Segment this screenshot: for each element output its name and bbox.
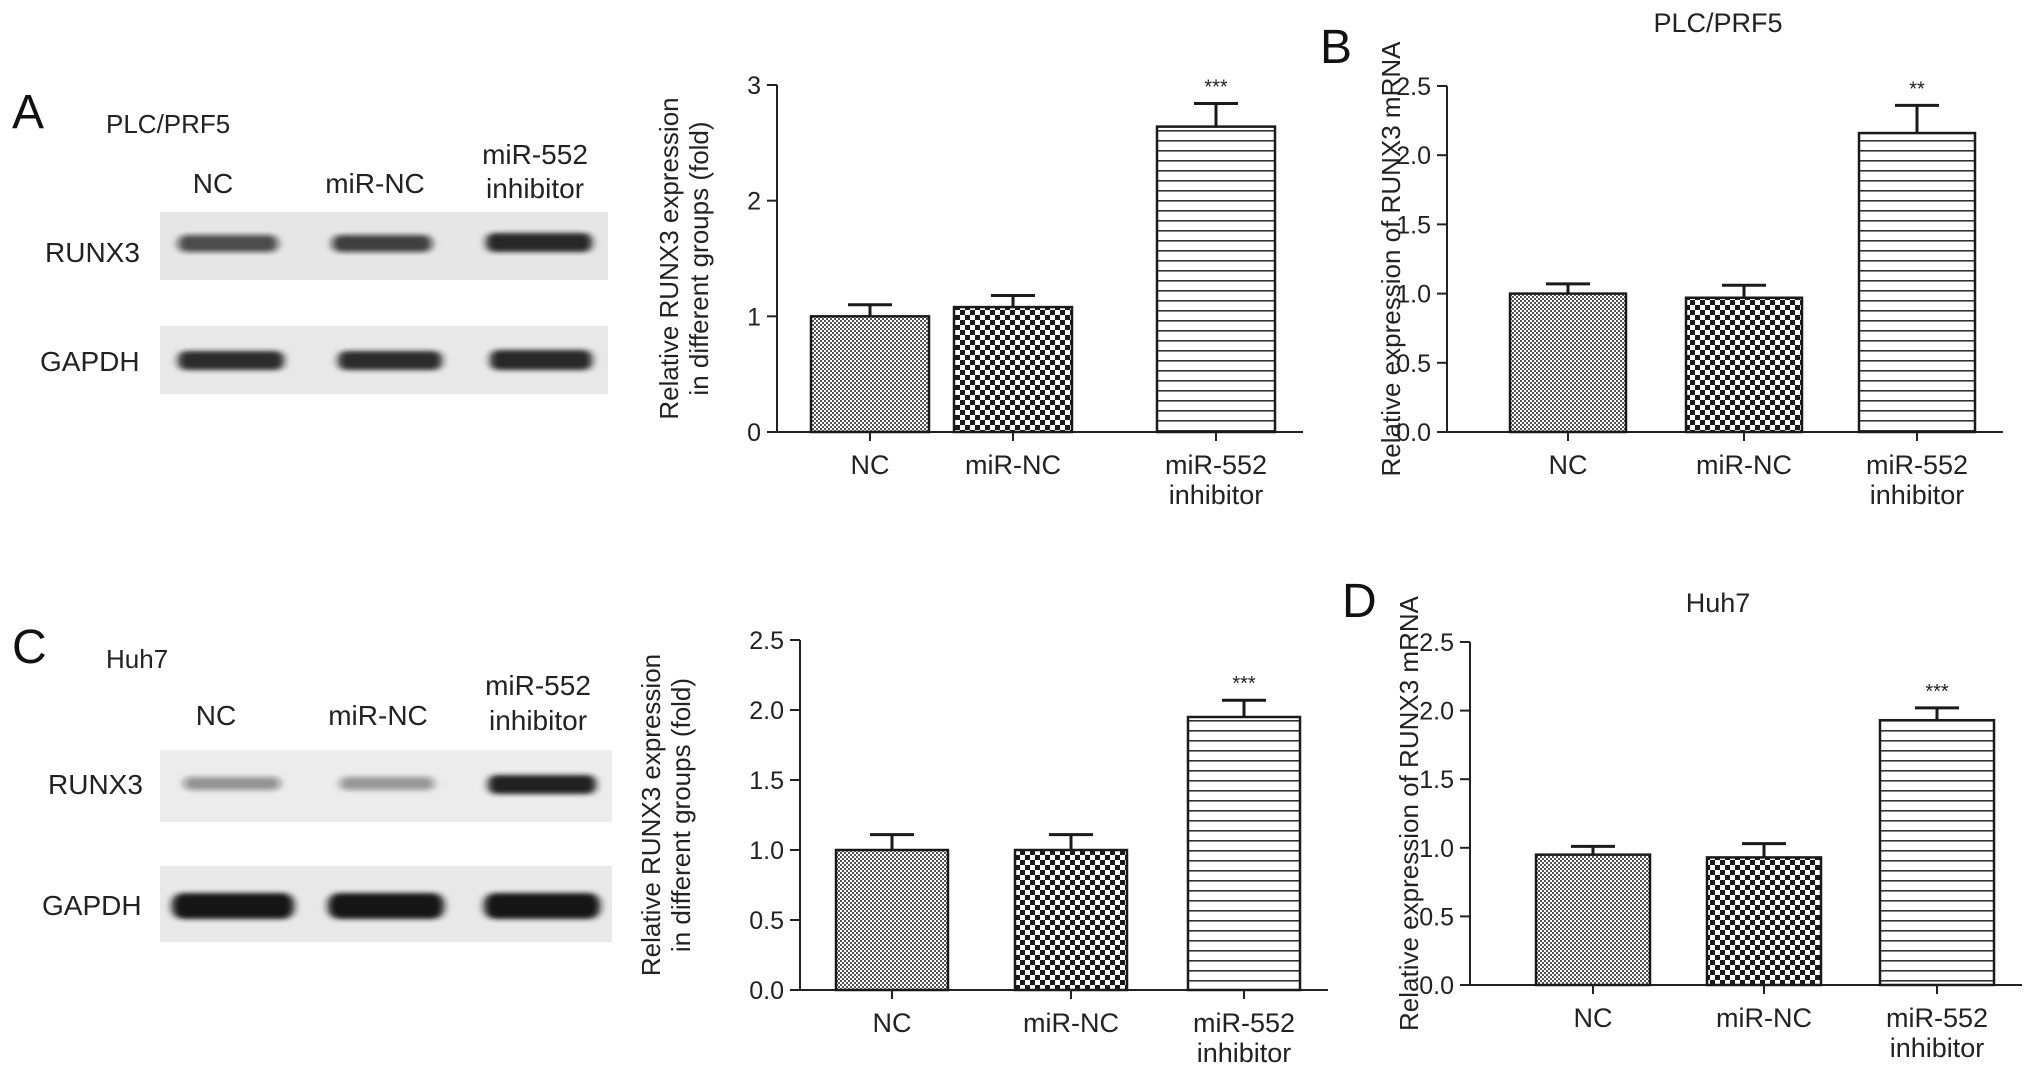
y-tick-label: 1.0 [749,837,784,865]
y-tick-label: 0.5 [1396,350,1431,378]
blot-a-lane-inhibitor-line1: miR-552 [482,139,588,170]
category-label: inhibitor [1169,480,1264,510]
chart-title: Huh7 [1686,588,1751,618]
blot-c-runx3-band-inhibitor [488,775,596,794]
chart-title: PLC/PRF5 [1653,8,1782,38]
blot-c-lane-mir-nc: miR-NC [328,700,428,731]
y-tick-label: 0 [747,419,761,447]
y-axis-title: Relative expression of RUNX3 mRNA [1394,595,1424,1031]
category-label: miR-NC [1023,1008,1119,1038]
category-label: inhibitor [1890,1033,1985,1063]
panel-letter-a: A [12,86,44,139]
y-axis-title: in different groups (fold) [684,121,714,395]
bar-0 [809,315,931,434]
blot-c-runx3-label: RUNX3 [48,769,143,800]
blot-a-lane-nc: NC [193,168,233,199]
bar-1 [1705,856,1823,987]
chart-c-bar: 0.0 0.5 1.0 1.5 2.0 2.5 NC miR-NC *** miR-552inhi… [636,627,1328,1068]
bar-2 [1186,715,1302,992]
category-label: NC [1549,450,1588,480]
blot-a-runx3-label: RUNX3 [45,237,140,268]
blot-c-cell-line: Huh7 [106,644,168,674]
y-tick-label: 1.5 [749,767,784,795]
y-tick-label: 2.0 [1419,698,1454,726]
y-tick-label: 2.5 [749,627,784,655]
chart-b-bar: 0.0 0.5 1.0 1.5 2.0 2.5 NC miR-NC ** miR-552inhib… [1376,8,2003,510]
y-tick-label: 1 [747,303,761,331]
y-tick-label: 0.0 [749,977,784,1005]
bar-2 [1857,131,1977,434]
significance-mark: *** [1204,77,1228,99]
y-tick-label: 3 [747,72,761,100]
panel-letter-d: D [1342,575,1377,628]
blot-c-gapdh-label: GAPDH [42,890,142,921]
category-label: miR-552 [1193,1008,1295,1038]
category-label: inhibitor [1870,480,1965,510]
blot-c-lane-inhibitor-line2: inhibitor [489,705,587,736]
y-tick-label: 0.0 [1396,419,1431,447]
bar-1 [1013,848,1129,992]
panel-letter-b: B [1320,21,1352,74]
significance-mark: *** [1925,681,1949,703]
chart-d-bar: 0.0 0.5 1.0 1.5 2.0 2.5 NC miR-NC *** miR-552inhi… [1394,588,2022,1063]
blot-c-gapdh-band-inhibitor [484,893,600,919]
blot-a-cell-line: PLC/PRF5 [106,109,230,139]
y-tick-label: 2.5 [1396,73,1431,101]
y-tick-label: 0.0 [1419,972,1454,1000]
y-tick-label: 2.0 [749,697,784,725]
panel-letter-c: C [12,621,47,674]
category-label: NC [851,450,890,480]
panel-a-blot: A PLC/PRF5 NC miR-NC miR-552 inhibitor R… [12,86,608,394]
bar-2 [1155,125,1277,434]
y-tick-label: 2 [747,188,761,216]
y-tick-label: 0.5 [1419,903,1454,931]
blot-a-gapdh-label: GAPDH [40,346,140,377]
blot-a-gapdh-band-nc [178,351,284,370]
y-axis-title: in different groups (fold) [666,678,696,952]
bar-2 [1878,718,1996,987]
blot-a-gapdh-band-mir-nc [338,351,442,370]
category-label: miR-552 [1886,1003,1988,1033]
blot-c-lane-inhibitor-line1: miR-552 [485,670,591,701]
category-label: NC [873,1008,912,1038]
blot-a-lane-inhibitor-line2: inhibitor [486,173,584,204]
blot-a-runx3-band-mir-nc [332,235,432,252]
significance-mark: ** [1909,78,1925,100]
panel-c-blot: C Huh7 NC miR-NC miR-552 inhibitor RUNX3… [12,621,612,942]
category-label: NC [1574,1003,1613,1033]
category-label: miR-552 [1866,450,1968,480]
blot-a-lane-mir-nc: miR-NC [325,168,425,199]
y-tick-label: 2.5 [1419,629,1454,657]
significance-mark: *** [1232,673,1256,695]
blot-c-runx3-band-mir-nc [340,777,434,790]
bar-0 [1534,853,1652,987]
blot-a-runx3-band-inhibitor [486,233,592,252]
blot-c-lane-nc: NC [196,700,236,731]
y-tick-label: 1.5 [1419,766,1454,794]
y-axis-title: Relative RUNX3 expression [654,97,684,419]
category-label: miR-NC [1696,450,1792,480]
category-label: miR-NC [1716,1003,1812,1033]
blot-a-runx3-band-nc [178,235,278,252]
bar-0 [834,848,950,992]
category-label: miR-NC [965,450,1061,480]
bar-0 [1508,292,1628,434]
bar-1 [1684,296,1804,434]
category-label: inhibitor [1197,1038,1292,1068]
bar-1 [952,305,1074,434]
blot-c-runx3-band-nc [184,777,280,790]
y-tick-label: 1.0 [1396,281,1431,309]
y-tick-label: 1.0 [1419,835,1454,863]
y-axis-title: Relative RUNX3 expression [636,654,666,976]
y-tick-label: 0.5 [749,907,784,935]
y-tick-label: 1.5 [1396,211,1431,239]
y-axis-title: Relative expression of RUNX3 mRNA [1376,41,1406,477]
blot-c-gapdh-band-mir-nc [328,893,444,919]
blot-c-gapdh-band-nc [172,893,294,919]
blot-a-gapdh-band-inhibitor [490,350,592,370]
y-tick-label: 2.0 [1396,142,1431,170]
category-label: miR-552 [1165,450,1267,480]
